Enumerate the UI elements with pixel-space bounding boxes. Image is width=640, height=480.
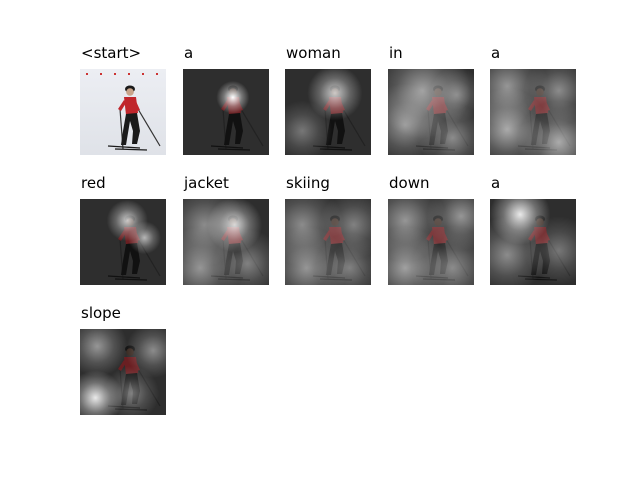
skier-photo bbox=[80, 69, 166, 155]
attention-map bbox=[80, 329, 166, 415]
attention-map bbox=[183, 199, 269, 285]
token-label: a bbox=[491, 174, 501, 192]
token-label: skiing bbox=[286, 174, 330, 192]
attention-map bbox=[183, 69, 269, 155]
token-label: in bbox=[389, 44, 403, 62]
attention-map bbox=[285, 69, 371, 155]
attention-map bbox=[490, 199, 576, 285]
token-label: a bbox=[491, 44, 501, 62]
token-label: red bbox=[81, 174, 106, 192]
attention-map bbox=[285, 199, 371, 285]
token-label: slope bbox=[81, 304, 121, 322]
token-label: woman bbox=[286, 44, 341, 62]
token-label: jacket bbox=[184, 174, 229, 192]
attention-map bbox=[388, 69, 474, 155]
token-label: <start> bbox=[81, 44, 142, 62]
attention-map bbox=[388, 199, 474, 285]
token-label: down bbox=[389, 174, 430, 192]
attention-map bbox=[80, 199, 166, 285]
token-label: a bbox=[184, 44, 194, 62]
attention-map bbox=[490, 69, 576, 155]
